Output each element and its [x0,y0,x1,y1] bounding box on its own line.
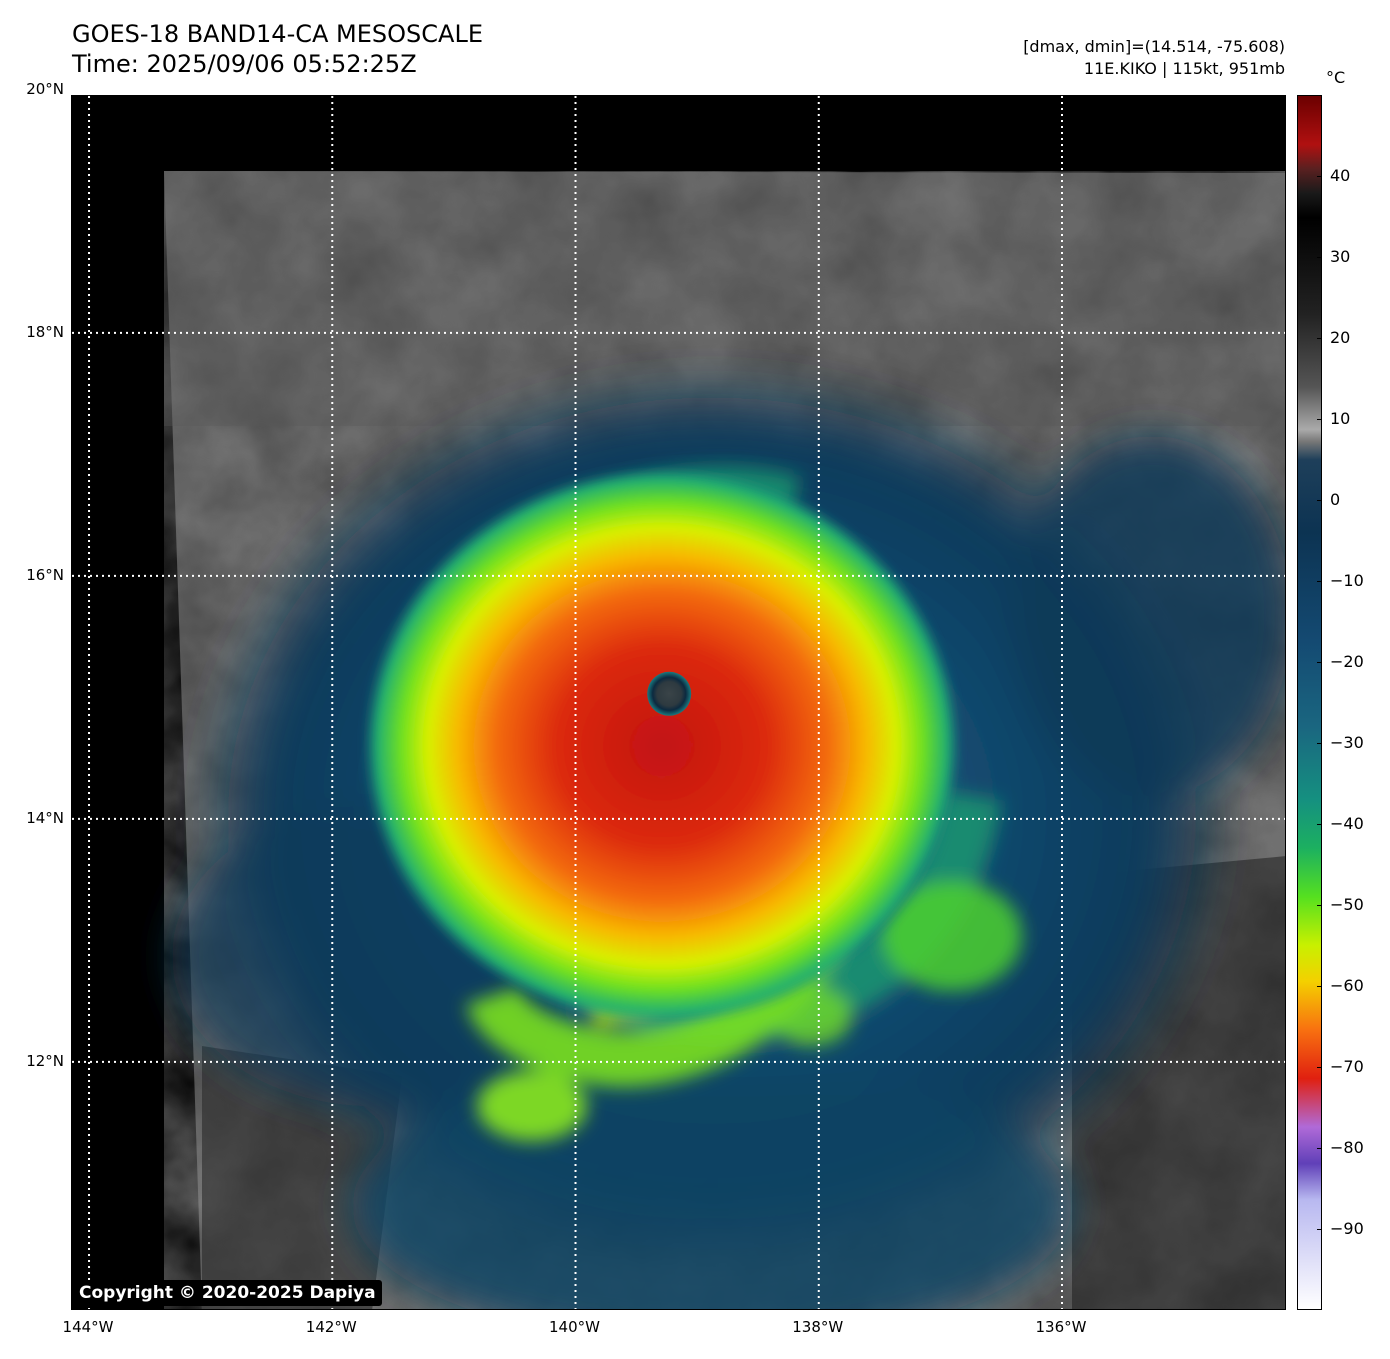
colorbar-tick-mark-11 [1317,1067,1322,1068]
lat-label-1: 18°N [26,322,64,341]
lat-label-3: 14°N [26,808,64,827]
colorbar-tick-label-12: −80 [1330,1138,1364,1157]
colorbar-tick-mark-8 [1317,824,1322,825]
colorbar-tick-mark-0 [1317,176,1322,177]
title-sensor: GOES-18 BAND14-CA MESOSCALE [72,20,483,48]
colorbar-tick-label-1: 30 [1330,247,1351,266]
colorbar-unit: °C [1326,68,1346,87]
satellite-image [72,96,1285,1309]
lon-label-3: 138°W [792,1318,844,1336]
colorbar-tick-label-2: 20 [1330,328,1351,347]
colorbar-tick-mark-3 [1317,419,1322,420]
info-storm: 11E.KIKO | 115kt, 951mb [1083,59,1285,78]
colorbar-tick-label-10: −60 [1330,976,1364,995]
colorbar-tick-mark-10 [1317,986,1322,987]
copyright-badge: Copyright © 2020-2025 Dapiya [73,1280,382,1306]
lat-label-4: 12°N [26,1051,64,1070]
colorbar [1297,95,1322,1310]
colorbar-tick-label-13: −90 [1330,1219,1364,1238]
lat-label-2: 16°N [26,565,64,584]
gridlines [72,96,1285,1309]
lon-label-4: 136°W [1035,1318,1087,1336]
colorbar-tick-label-6: −20 [1330,652,1364,671]
colorbar-tick-label-11: −70 [1330,1057,1364,1076]
colorbar-tick-label-0: 40 [1330,166,1351,185]
colorbar-tick-mark-4 [1317,500,1322,501]
title-time: Time: 2025/09/06 05:52:25Z [72,50,417,78]
colorbar-tick-mark-2 [1317,338,1322,339]
colorbar-tick-label-7: −30 [1330,733,1364,752]
central-dense-overcast [362,466,962,1026]
info-dmax-dmin: [dmax, dmin]=(14.514, -75.608) [1023,37,1285,56]
hurricane-eye [647,671,692,716]
colorbar-tick-label-4: 0 [1330,490,1341,509]
lat-label-0: 20°N [26,79,64,98]
colorbar-tick-label-3: 10 [1330,409,1351,428]
colorbar-tick-mark-6 [1317,662,1322,663]
lon-label-0: 144°W [62,1318,114,1336]
lon-label-1: 142°W [305,1318,357,1336]
lon-label-2: 140°W [549,1318,600,1336]
colorbar-tick-mark-12 [1317,1148,1322,1149]
colorbar-tick-mark-9 [1317,905,1322,906]
colorbar-tick-label-9: −50 [1330,895,1364,914]
colorbar-tick-mark-7 [1317,743,1322,744]
colorbar-tick-mark-13 [1317,1229,1322,1230]
satellite-map [71,95,1286,1310]
colorbar-tick-label-8: −40 [1330,814,1364,833]
colorbar-tick-mark-1 [1317,257,1322,258]
colorbar-tick-mark-5 [1317,581,1322,582]
colorbar-tick-label-5: −10 [1330,571,1364,590]
